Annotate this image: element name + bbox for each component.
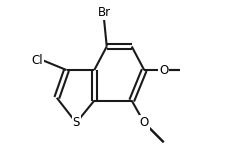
Text: S: S (72, 116, 80, 129)
Text: Cl: Cl (31, 54, 43, 67)
Text: O: O (139, 116, 148, 129)
Text: O: O (158, 64, 168, 77)
Text: Br: Br (97, 6, 110, 19)
